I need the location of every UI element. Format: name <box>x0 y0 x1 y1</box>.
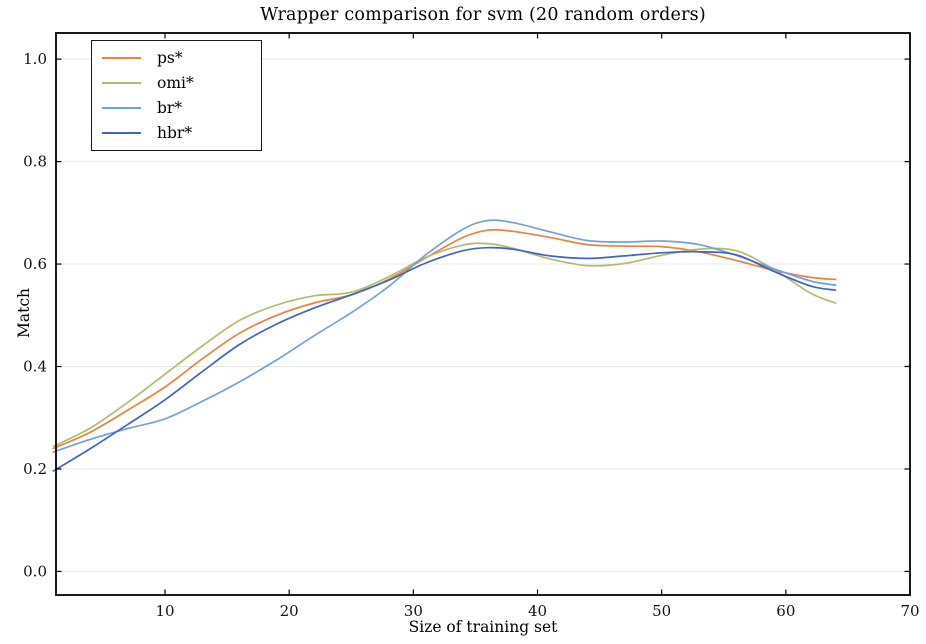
y-tick-label: 0.6 <box>23 255 47 273</box>
x-tick-label: 20 <box>280 602 299 620</box>
legend-label-ps: ps* <box>157 48 183 67</box>
chart-title: Wrapper comparison for svm (20 random or… <box>260 5 706 25</box>
legend-label-omi: omi* <box>157 73 194 92</box>
x-tick-label: 60 <box>776 602 795 620</box>
legend-label-br: br* <box>157 99 183 118</box>
x-tick-label: 30 <box>404 602 423 620</box>
legend-item-omi: omi* <box>92 70 261 95</box>
x-tick-label: 10 <box>155 602 174 620</box>
series-line-br <box>52 219 837 453</box>
y-axis-label: Match <box>15 288 33 339</box>
legend-line-br <box>102 107 141 110</box>
x-tick-label: 40 <box>528 602 547 620</box>
legend-line-omi <box>102 81 141 84</box>
legend-label-hbr: hbr* <box>157 124 193 143</box>
legend-line-hbr <box>102 132 141 135</box>
legend: ps* omi* br* hbr* <box>91 40 262 151</box>
y-tick-label: 0.4 <box>23 358 47 376</box>
x-tick-label: 70 <box>900 602 919 620</box>
x-axis-label: Size of training set <box>408 618 558 636</box>
x-tick-label: 50 <box>652 602 671 620</box>
y-tick-label: 0.8 <box>23 153 47 171</box>
legend-item-br: br* <box>92 96 261 121</box>
series-line-ps <box>52 228 837 450</box>
y-tick-label: 0.2 <box>23 460 47 478</box>
axes-frame <box>55 32 911 596</box>
y-tick-label: 1.0 <box>23 50 47 68</box>
series-line-hbr <box>52 246 837 472</box>
legend-item-hbr: hbr* <box>92 121 261 146</box>
series-line-omi <box>52 242 837 448</box>
legend-item-ps: ps* <box>92 45 261 70</box>
legend-line-ps <box>102 56 141 59</box>
y-tick-label: 0.0 <box>23 562 47 580</box>
